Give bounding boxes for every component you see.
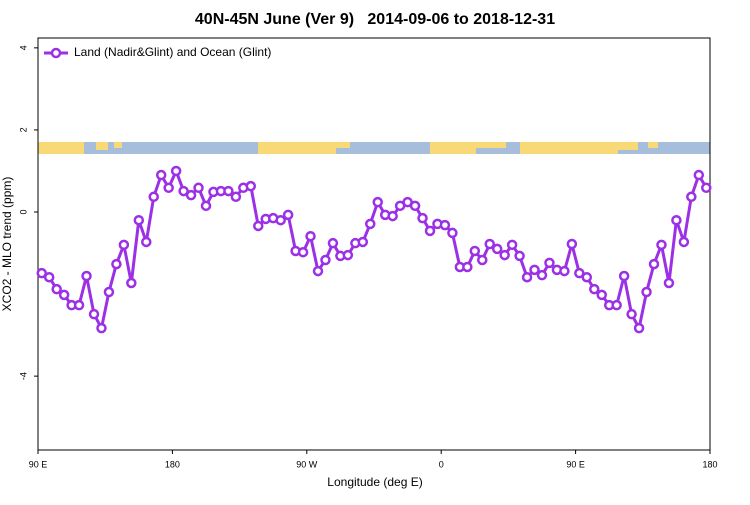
data-point — [148, 191, 159, 203]
data-point — [253, 220, 264, 232]
chart-title: 40N-45N June (Ver 9) 2014-09-06 to 2018-… — [195, 11, 555, 28]
data-point — [574, 267, 585, 279]
data-point — [477, 254, 488, 266]
data-point — [81, 270, 92, 282]
data-point — [469, 245, 481, 257]
data-point — [320, 254, 331, 266]
data-point — [491, 243, 503, 255]
data-point — [633, 322, 645, 334]
x-tick-label: 90 E — [29, 459, 48, 469]
land-ocean-strip — [38, 142, 710, 154]
data-point — [170, 165, 182, 177]
data-point — [200, 200, 212, 212]
data-point — [618, 270, 630, 282]
data-point — [365, 218, 376, 230]
legend-label: Land (Nadir&Glint) and Ocean (Glint) — [74, 45, 271, 59]
data-point — [327, 237, 339, 249]
y-tick-label: 2 — [18, 127, 28, 132]
data-point — [372, 196, 383, 208]
data-point — [118, 239, 130, 251]
data-point — [230, 191, 242, 203]
data-point — [439, 219, 451, 231]
data-point — [58, 289, 70, 301]
data-point — [305, 230, 316, 242]
data-point — [671, 214, 682, 226]
data-point — [589, 283, 600, 295]
data-point — [387, 210, 398, 222]
data-point — [155, 169, 167, 181]
data-point — [103, 286, 115, 298]
data-point — [499, 249, 510, 261]
x-tick-label: 0 — [439, 459, 444, 469]
data-point — [193, 182, 204, 194]
data-point — [641, 286, 652, 298]
data-point — [544, 257, 555, 269]
data-point — [663, 277, 675, 289]
data-point — [409, 200, 421, 212]
data-point — [275, 214, 286, 226]
data-point — [133, 214, 145, 226]
data-point — [96, 322, 107, 334]
data-point — [43, 271, 55, 283]
data-point — [656, 239, 667, 251]
data-point — [424, 225, 436, 237]
data-point — [312, 265, 324, 277]
y-axis-label: XCO2 - MLO trend (ppm) — [0, 177, 14, 312]
x-tick-label: 180 — [702, 459, 717, 469]
data-point — [521, 271, 533, 283]
y-tick-label: 0 — [18, 209, 28, 214]
data-point — [626, 308, 637, 320]
data-point — [417, 212, 428, 224]
data-point — [282, 209, 294, 221]
data-point — [566, 238, 578, 250]
data-point — [447, 227, 458, 239]
plot-frame — [37, 37, 711, 451]
y-tick-label: -4 — [18, 372, 28, 380]
data-point — [596, 289, 607, 301]
data-point — [178, 185, 189, 197]
x-tick-label: 90 E — [566, 459, 585, 469]
data-point — [462, 261, 473, 273]
data-point — [111, 258, 122, 270]
data-point — [297, 246, 309, 258]
data-point — [36, 267, 47, 279]
data-point — [581, 271, 593, 283]
data-point — [686, 191, 697, 203]
data-point — [559, 265, 570, 277]
data-point — [51, 283, 62, 295]
data-point — [357, 236, 369, 248]
data-point — [73, 299, 85, 311]
data-point — [141, 236, 152, 248]
data-point — [693, 169, 705, 181]
data-point — [245, 180, 257, 192]
data-point — [223, 185, 234, 197]
data-point — [678, 236, 690, 248]
data-point — [611, 299, 622, 311]
data-point — [342, 249, 354, 261]
data-point — [529, 264, 540, 276]
data-point — [126, 277, 137, 289]
data-point — [514, 250, 525, 262]
data-point — [185, 189, 197, 201]
data-point — [506, 239, 518, 251]
data-point — [88, 308, 100, 320]
data-point — [536, 269, 548, 281]
data-point — [163, 182, 174, 194]
data-point — [701, 182, 712, 194]
x-tick-label: 180 — [165, 459, 180, 469]
x-axis-label: Longitude (deg E) — [327, 475, 422, 489]
x-tick-label: 90 W — [296, 459, 318, 469]
legend-marker — [50, 47, 62, 59]
data-point — [484, 238, 495, 250]
data-point — [648, 258, 660, 270]
y-tick-label: 4 — [18, 45, 28, 50]
